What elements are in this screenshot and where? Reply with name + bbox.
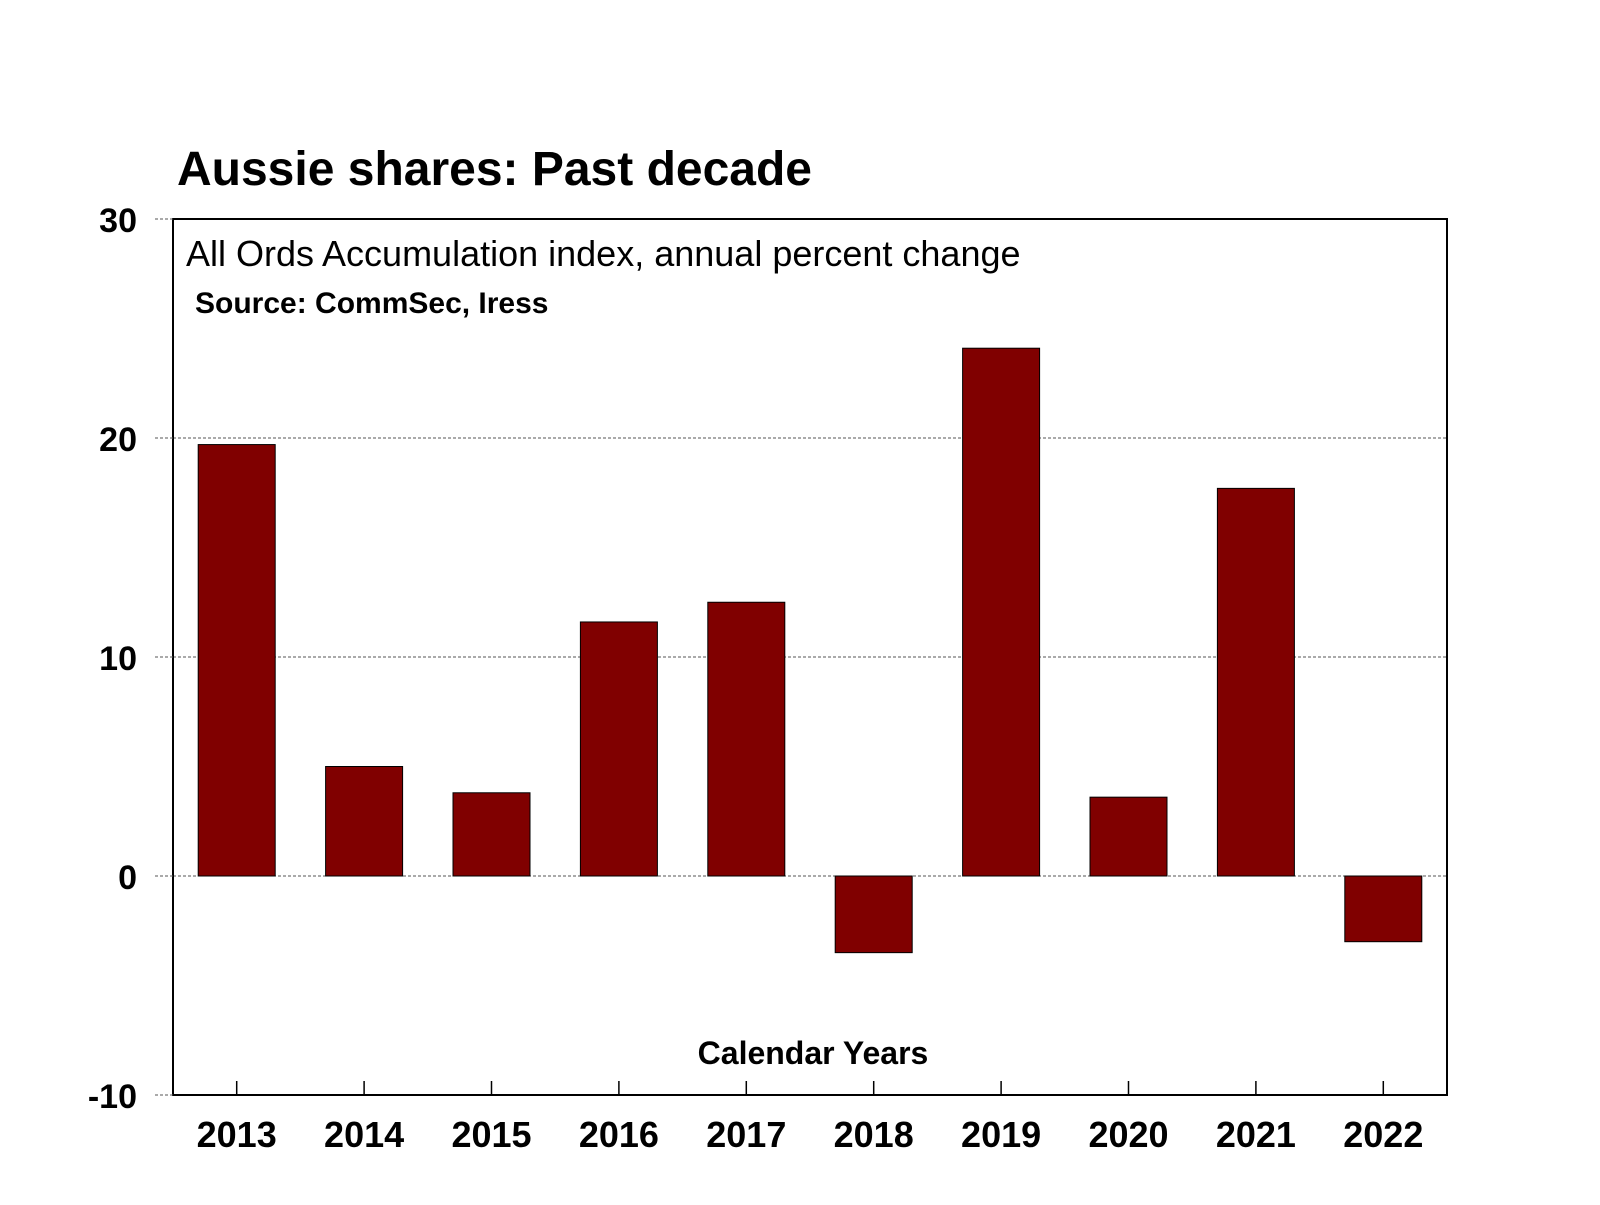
- chart-source: Source: CommSec, Iress: [195, 287, 548, 320]
- y-tick-label: 20: [99, 421, 137, 459]
- bar-2018: [834, 875, 913, 954]
- bar-2014: [325, 766, 404, 877]
- x-tick-label: 2018: [834, 1114, 914, 1155]
- bar-2022: [1344, 875, 1423, 943]
- bars: [197, 347, 1423, 954]
- x-tick-label: 2020: [1088, 1114, 1168, 1155]
- x-axis-label: Calendar Years: [698, 1035, 929, 1071]
- axes: 30 20 10 0 -10 2013 2014 2015 2016 2017 2018 2019 20…: [88, 202, 1423, 1155]
- x-tick-label: 2019: [961, 1114, 1041, 1155]
- bar-2013: [197, 444, 276, 877]
- bar-2021: [1216, 487, 1295, 877]
- x-tick-label: 2014: [324, 1114, 404, 1155]
- bar-2019: [962, 347, 1041, 877]
- y-tick-label: 30: [99, 202, 137, 240]
- chart-title: Aussie shares: Past decade: [177, 143, 812, 196]
- x-tick-label: 2015: [451, 1114, 531, 1155]
- y-tick-label: 10: [99, 640, 137, 678]
- x-tick-label: 2013: [197, 1114, 277, 1155]
- chart-subtitle: All Ords Accumulation index, annual perc…: [186, 233, 1021, 274]
- x-tick-label: 2016: [579, 1114, 659, 1155]
- x-tick-label: 2017: [706, 1114, 786, 1155]
- y-tick-label: 0: [118, 859, 137, 897]
- x-tick-label: 2021: [1216, 1114, 1296, 1155]
- bar-2016: [579, 621, 658, 877]
- y-tick-label: -10: [88, 1078, 137, 1116]
- x-tick-label: 2022: [1343, 1114, 1423, 1155]
- bar-2020: [1089, 796, 1168, 877]
- bar-2015: [452, 792, 531, 877]
- bar-2017: [707, 601, 786, 877]
